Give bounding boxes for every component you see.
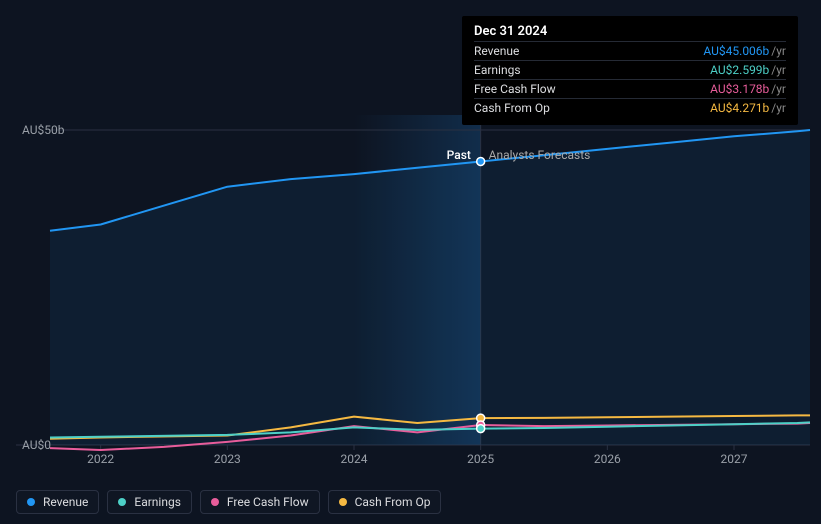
legend-swatch bbox=[211, 498, 219, 506]
y-axis-label: AU$50b bbox=[22, 123, 64, 137]
legend-item-fcf[interactable]: Free Cash Flow bbox=[200, 490, 320, 514]
legend-swatch bbox=[27, 498, 35, 506]
tooltip-value-wrap: AU$45.006b/yr bbox=[703, 44, 786, 58]
tooltip-row: Free Cash Flow AU$3.178b/yr bbox=[474, 79, 786, 98]
tooltip-label: Free Cash Flow bbox=[474, 82, 556, 96]
tooltip-value: AU$2.599b bbox=[710, 63, 769, 77]
tooltip-value: AU$3.178b bbox=[710, 82, 769, 96]
tooltip-row: Earnings AU$2.599b/yr bbox=[474, 60, 786, 79]
financials-chart: 2022 2023 2024 2025 2026 2027 Dec 31 2024 Rev… bbox=[0, 0, 821, 524]
legend-label: Cash From Op bbox=[355, 495, 431, 509]
svg-text:2026: 2026 bbox=[594, 452, 621, 466]
tooltip-value-wrap: AU$3.178b/yr bbox=[710, 82, 786, 96]
tooltip-label: Cash From Op bbox=[474, 101, 550, 115]
legend-item-cfo[interactable]: Cash From Op bbox=[328, 490, 442, 514]
svg-text:2025: 2025 bbox=[467, 452, 494, 466]
legend-swatch bbox=[339, 498, 347, 506]
legend-swatch bbox=[118, 498, 126, 506]
legend-label: Free Cash Flow bbox=[227, 495, 309, 509]
svg-text:2023: 2023 bbox=[214, 452, 241, 466]
tooltip-value-wrap: AU$2.599b/yr bbox=[710, 63, 786, 77]
svg-text:2027: 2027 bbox=[721, 452, 748, 466]
legend-label: Earnings bbox=[134, 495, 181, 509]
legend-item-earnings[interactable]: Earnings bbox=[107, 490, 192, 514]
tooltip-unit: /yr bbox=[771, 101, 786, 115]
tooltip-label: Earnings bbox=[474, 63, 521, 77]
svg-text:2024: 2024 bbox=[341, 452, 368, 466]
tooltip-unit: /yr bbox=[771, 44, 786, 58]
tooltip-value-wrap: AU$4.271b/yr bbox=[710, 101, 786, 115]
tooltip-value: AU$45.006b bbox=[703, 44, 769, 58]
tooltip-value: AU$4.271b bbox=[710, 101, 769, 115]
tooltip-unit: /yr bbox=[771, 63, 786, 77]
tooltip-row: Cash From Op AU$4.271b/yr bbox=[474, 98, 786, 117]
hover-tooltip: Dec 31 2024 Revenue AU$45.006b/yr Earnin… bbox=[462, 16, 798, 125]
legend: Revenue Earnings Free Cash Flow Cash Fro… bbox=[16, 490, 441, 514]
tooltip-unit: /yr bbox=[771, 82, 786, 96]
forecast-label: Analysts Forecasts bbox=[489, 148, 591, 162]
tooltip-date: Dec 31 2024 bbox=[474, 24, 786, 39]
legend-item-revenue[interactable]: Revenue bbox=[16, 490, 99, 514]
y-axis-label: AU$0 bbox=[22, 438, 51, 452]
tooltip-label: Revenue bbox=[474, 44, 519, 58]
legend-label: Revenue bbox=[43, 495, 88, 509]
tooltip-row: Revenue AU$45.006b/yr bbox=[474, 41, 786, 60]
past-label: Past bbox=[447, 148, 471, 162]
svg-text:2022: 2022 bbox=[87, 452, 114, 466]
